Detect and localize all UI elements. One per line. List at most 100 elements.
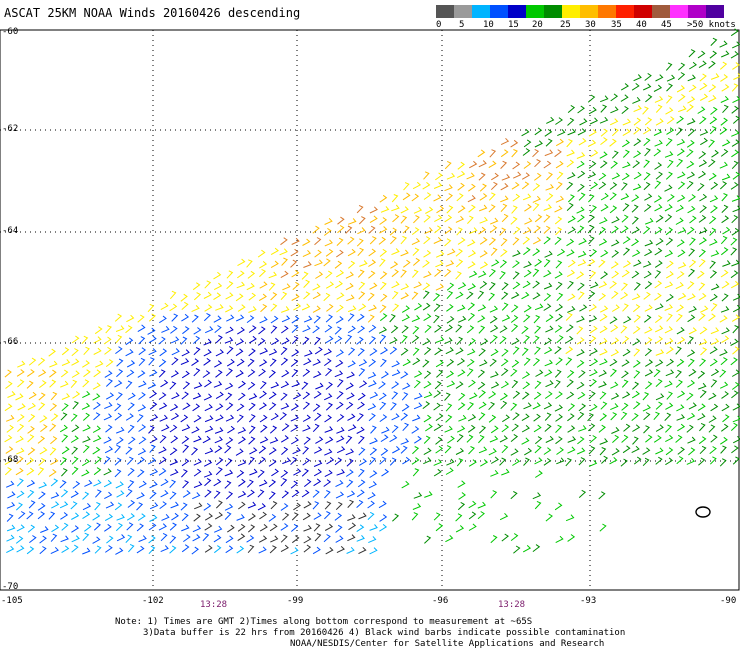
wind-barb	[147, 303, 155, 313]
wind-barb	[457, 501, 466, 511]
wind-barb	[543, 204, 552, 211]
wind-barb	[181, 301, 189, 310]
wind-barb	[688, 84, 697, 93]
wind-barb	[357, 413, 364, 422]
wind-barb	[699, 422, 706, 432]
wind-barb	[677, 181, 686, 190]
wind-barb	[103, 456, 111, 465]
wind-barb	[315, 271, 324, 279]
wind-barb	[633, 401, 641, 410]
wind-barb	[499, 335, 507, 345]
wind-barb	[293, 502, 301, 511]
wind-barb	[688, 268, 696, 277]
wind-barb	[488, 401, 496, 411]
wind-barb	[204, 326, 214, 334]
wind-barb	[554, 346, 562, 355]
wind-barb	[720, 306, 730, 313]
wind-barb	[720, 436, 728, 445]
wind-barb	[576, 315, 585, 323]
wind-barb	[379, 304, 387, 313]
wind-barb	[578, 457, 586, 466]
wind-barb	[169, 545, 177, 554]
wind-barb	[193, 468, 202, 477]
wind-barb	[544, 391, 553, 399]
wind-barb	[204, 545, 213, 553]
wind-barb	[293, 392, 302, 400]
wind-barb	[611, 270, 620, 279]
wind-barb	[477, 290, 485, 300]
wind-barb	[532, 237, 542, 245]
wind-barb	[457, 315, 467, 323]
wind-barb	[290, 456, 298, 466]
wind-barb	[545, 138, 553, 147]
wind-barb	[411, 227, 420, 235]
wind-barb	[213, 315, 222, 323]
wind-barb	[677, 227, 687, 234]
wind-barb	[281, 337, 290, 345]
wind-barb	[169, 381, 177, 390]
wind-barb	[246, 282, 255, 291]
wind-barb	[654, 280, 663, 289]
wind-barb	[666, 83, 673, 92]
wind-barb	[512, 390, 521, 399]
wind-barb	[532, 292, 541, 300]
wind-barb	[72, 480, 81, 489]
wind-barb	[489, 358, 497, 367]
wind-barb	[444, 268, 452, 277]
wind-barb	[435, 359, 444, 368]
wind-barb	[137, 513, 146, 521]
wind-barb	[722, 139, 731, 147]
wind-barb	[600, 204, 609, 212]
wind-barb	[71, 348, 79, 357]
wind-barb	[138, 380, 147, 388]
wind-barb	[500, 137, 510, 146]
wind-barb	[191, 314, 199, 323]
wind-barb	[565, 457, 572, 467]
wind-barb	[270, 303, 278, 312]
wind-barb	[457, 480, 466, 488]
wind-barb	[480, 338, 489, 346]
wind-barb	[193, 347, 201, 356]
wind-barb	[423, 290, 430, 299]
wind-barb	[522, 371, 531, 379]
wind-barb	[401, 314, 410, 322]
wind-barb	[455, 513, 463, 522]
wind-barb	[215, 457, 224, 466]
wind-barb	[655, 104, 663, 113]
wind-barb	[347, 260, 356, 269]
wind-barb	[291, 269, 300, 278]
wind-barb	[303, 436, 311, 445]
wind-barb	[532, 248, 541, 257]
wind-barb	[389, 313, 396, 323]
wind-barb	[303, 291, 311, 300]
wind-barb	[456, 434, 464, 443]
wind-barb	[18, 511, 26, 520]
wind-barb	[533, 391, 542, 400]
wind-barb	[257, 469, 265, 478]
wind-barb	[259, 511, 267, 520]
wind-barb	[6, 513, 14, 522]
wind-barb	[225, 326, 234, 334]
scale-label: 15	[508, 20, 519, 30]
wind-barb	[546, 193, 554, 202]
wind-barb	[379, 281, 387, 290]
wind-barb	[192, 525, 202, 533]
wind-barb	[411, 457, 420, 465]
wind-barb	[708, 424, 716, 433]
wind-barb	[708, 60, 716, 69]
wind-barb	[259, 390, 267, 399]
wind-barb	[576, 271, 585, 280]
lon-label: -93	[580, 596, 597, 606]
wind-barb	[27, 425, 35, 434]
wind-barb	[511, 359, 520, 368]
wind-barb	[633, 171, 642, 180]
scale-swatch	[706, 5, 724, 18]
wind-barb	[412, 414, 421, 422]
wind-barb	[369, 282, 378, 290]
wind-barb	[381, 426, 390, 434]
scale-swatch	[490, 5, 508, 18]
wind-barb	[92, 393, 101, 401]
wind-barb	[116, 368, 124, 378]
wind-barb	[314, 237, 322, 246]
wind-barb	[611, 337, 620, 345]
